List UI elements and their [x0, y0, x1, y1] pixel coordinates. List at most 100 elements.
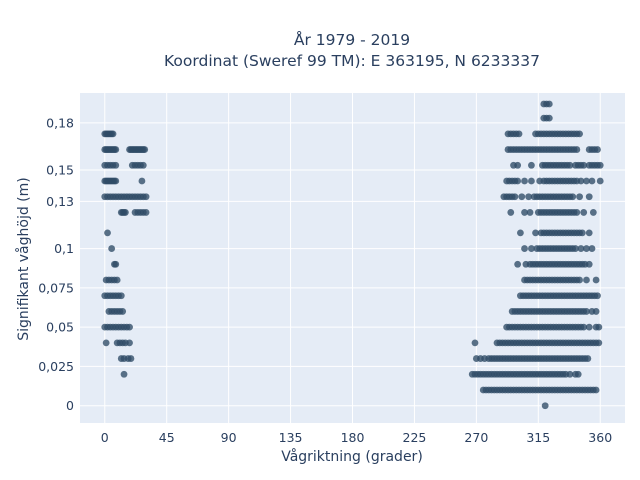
data-point [592, 276, 600, 284]
x-tick-label: 270 [464, 430, 488, 445]
data-point [120, 370, 128, 378]
data-point [528, 245, 535, 252]
data-point [595, 323, 603, 331]
data-point [596, 177, 604, 185]
data-point [112, 146, 120, 153]
data-point [576, 276, 583, 284]
chart-title-line-1: År 1979 - 2019 [294, 30, 410, 49]
data-point [576, 130, 583, 138]
data-point [112, 177, 120, 185]
chart-title-line-2: Koordinat (Sweref 99 TM): E 363195, N 62… [164, 52, 540, 70]
x-tick-label: 135 [279, 430, 303, 445]
data-point [574, 370, 582, 378]
data-point [583, 177, 590, 185]
y-tick-label: 0,13 [46, 194, 74, 209]
data-point [566, 370, 574, 378]
data-point [142, 193, 150, 201]
data-point [566, 161, 574, 169]
data-point [521, 245, 528, 252]
data-point [141, 146, 149, 153]
data-point [588, 177, 596, 185]
y-tick-label: 0,18 [46, 115, 74, 130]
data-point [528, 161, 535, 169]
data-point [585, 323, 593, 331]
data-point [112, 161, 120, 169]
data-point [580, 323, 588, 331]
grid-lines [80, 93, 625, 423]
data-point [521, 177, 528, 185]
x-tick-label: 90 [221, 430, 237, 445]
data-point [113, 276, 121, 284]
data-point [573, 146, 581, 153]
data-point [541, 402, 549, 410]
data-point [580, 161, 588, 169]
data-point [126, 323, 133, 331]
data-point [122, 209, 129, 216]
data-point [585, 260, 593, 268]
y-axis-ticks: 0 0,025 0,05 0,075 0,1 0,13 0,15 0,18 [38, 115, 74, 413]
data-point [576, 193, 583, 201]
y-tick-label: 0,1 [54, 241, 74, 256]
data-point [528, 177, 535, 185]
data-point [102, 339, 110, 347]
data-point [577, 177, 585, 185]
data-point [585, 229, 593, 237]
data-point [572, 245, 579, 252]
data-point [594, 292, 601, 300]
data-point [119, 308, 127, 315]
data-point [545, 100, 553, 108]
data-point [580, 209, 588, 216]
x-tick-label: 315 [526, 430, 550, 445]
data-point [138, 177, 146, 185]
x-tick-label: 45 [159, 430, 175, 445]
data-point [514, 177, 522, 185]
data-point [112, 260, 120, 268]
data-point [526, 209, 534, 216]
y-tick-label: 0,025 [38, 359, 74, 374]
data-point [578, 229, 586, 237]
data-point [596, 161, 604, 169]
data-point [521, 209, 528, 216]
y-axis-title: Signifikant våghöjd (m) [15, 177, 32, 340]
data-point [117, 292, 125, 300]
data-point [525, 193, 533, 201]
data-point [127, 355, 135, 362]
x-tick-label: 225 [403, 430, 427, 445]
data-point [592, 308, 600, 315]
data-point [545, 114, 553, 122]
data-point [583, 276, 590, 284]
data-point [569, 193, 577, 201]
data-point [588, 245, 596, 252]
data-point [532, 229, 539, 237]
data-point [583, 308, 590, 315]
data-point [594, 146, 601, 153]
x-tick-label: 360 [588, 430, 612, 445]
x-tick-label: 180 [341, 430, 365, 445]
data-point [584, 355, 592, 362]
data-point [142, 209, 150, 216]
data-point [514, 161, 522, 169]
data-point [109, 130, 117, 138]
data-point [518, 193, 526, 201]
data-point [514, 260, 522, 268]
data-point [511, 193, 519, 201]
data-point [507, 209, 515, 216]
data-point [585, 193, 593, 201]
data-point [108, 245, 116, 252]
y-tick-label: 0,15 [46, 163, 74, 178]
data-point [595, 339, 603, 347]
y-tick-label: 0,075 [38, 280, 74, 295]
data-point [517, 229, 524, 237]
data-points [101, 100, 604, 410]
data-point [139, 161, 147, 169]
x-axis-title: Vågriktning (grader) [281, 448, 423, 465]
y-tick-label: 0 [66, 398, 74, 413]
data-point [471, 339, 479, 347]
y-tick-label: 0,05 [46, 320, 74, 335]
data-point [589, 209, 597, 216]
data-point [104, 229, 111, 237]
data-point [577, 245, 585, 252]
data-point [573, 209, 581, 216]
data-point [583, 245, 590, 252]
